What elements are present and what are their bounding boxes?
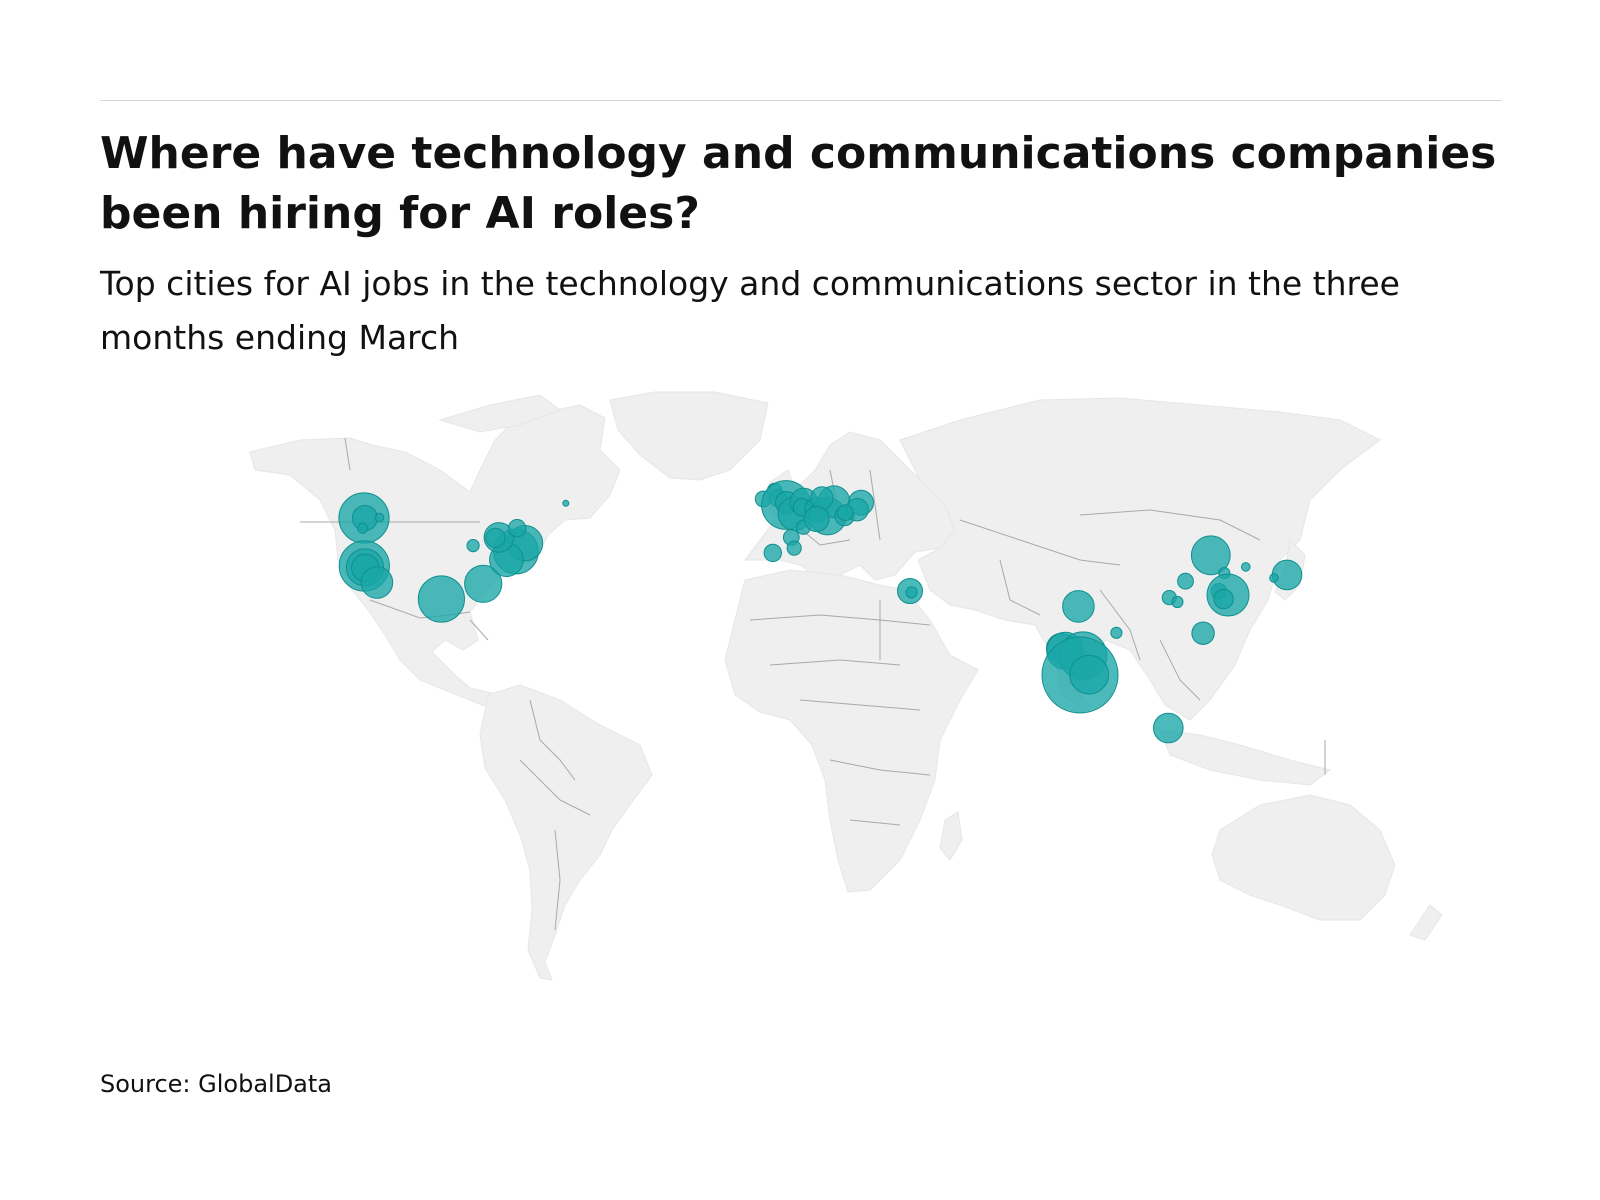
city-bubble <box>1177 572 1194 590</box>
city-bubble <box>905 586 918 599</box>
city-bubble <box>1241 562 1251 572</box>
city-bubble <box>357 522 369 534</box>
land-north-america <box>249 404 621 713</box>
land-greenland <box>609 391 769 481</box>
city-bubble <box>1191 621 1215 645</box>
city-bubble <box>810 486 834 510</box>
city-bubble <box>466 539 480 553</box>
city-bubble <box>1213 588 1234 610</box>
city-bubble <box>786 540 802 556</box>
city-bubbles <box>338 480 1303 744</box>
city-bubble <box>374 512 385 523</box>
city-bubble <box>803 506 830 532</box>
land-madagascar <box>939 811 963 861</box>
city-bubble <box>1110 626 1123 639</box>
land-new-zealand <box>1409 904 1443 941</box>
city-bubble <box>464 564 503 603</box>
land-sea-islands <box>1159 729 1332 786</box>
city-bubble <box>1171 595 1184 609</box>
city-bubble <box>485 527 506 549</box>
city-bubble <box>562 499 570 507</box>
city-bubble <box>360 566 394 599</box>
land-arctic-islands <box>438 394 562 433</box>
land-australia <box>1211 794 1396 921</box>
city-bubble <box>417 575 465 623</box>
city-bubble <box>1153 712 1184 744</box>
land-south-america <box>479 684 653 981</box>
city-bubble <box>507 519 527 538</box>
land-asia <box>899 397 1381 721</box>
city-bubble <box>1269 573 1279 583</box>
chart-title: Where have technology and communications… <box>100 128 1497 239</box>
city-bubble <box>1062 590 1095 623</box>
chart-subtitle: Top cities for AI jobs in the technology… <box>100 264 1400 357</box>
top-rule <box>100 100 1502 101</box>
city-bubble <box>763 543 782 563</box>
city-bubble <box>836 504 854 522</box>
city-bubble <box>1190 535 1231 576</box>
city-bubble <box>1069 654 1109 695</box>
source-note: Source: GlobalData <box>100 1070 333 1098</box>
land-masses <box>249 391 1443 981</box>
land-africa <box>724 569 979 893</box>
